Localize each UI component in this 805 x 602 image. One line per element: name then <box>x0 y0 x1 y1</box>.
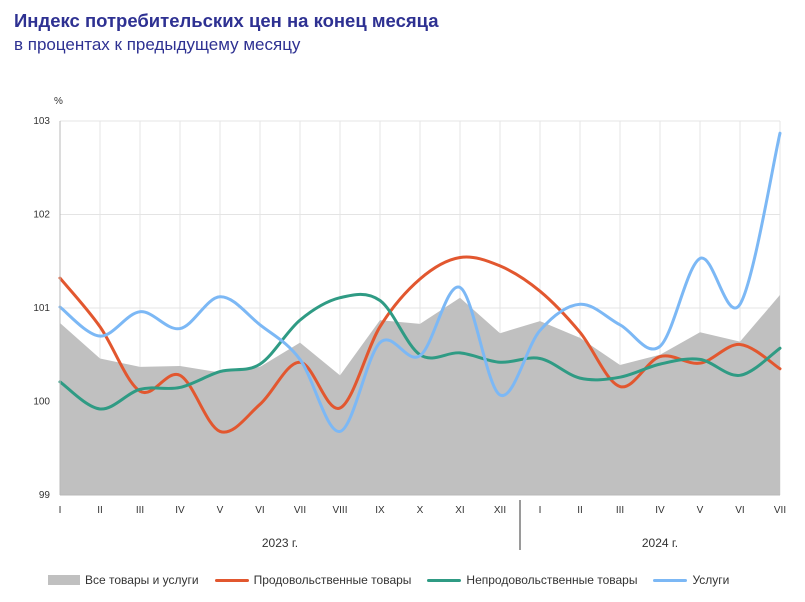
series-area-all <box>60 294 780 495</box>
legend-label-nonfood: Непродовольственные товары <box>466 573 638 587</box>
legend-label-all: Все товары и услуги <box>85 573 199 587</box>
x-tick-label: VIII <box>332 505 347 516</box>
legend-label-food: Продовольственные товары <box>253 573 412 587</box>
x-tick-label: III <box>136 505 144 516</box>
series-line-services <box>58 131 782 433</box>
chart-title: Индекс потребительских цен на конец меся… <box>14 10 439 31</box>
x-tick-label: III <box>616 505 624 516</box>
legend-item-nonfood: Непродовольственные товары <box>427 573 637 587</box>
x-tick-label: II <box>97 505 103 516</box>
year-label-1: 2023 г. <box>262 536 298 550</box>
x-tick-label: V <box>217 505 224 516</box>
x-tick-label: IV <box>175 505 185 516</box>
chart-legend: Все товары и услуги Продовольственные то… <box>48 573 745 587</box>
x-tick-label: VI <box>255 505 264 516</box>
x-tick-label: I <box>539 505 542 516</box>
y-tick-label: 100 <box>33 397 50 408</box>
y-axis-unit: % <box>54 96 63 107</box>
chart-subtitle: в процентах к предыдущему месяцу <box>14 35 301 54</box>
x-tick-label: XII <box>494 505 506 516</box>
y-tick-label: 99 <box>39 490 51 501</box>
x-tick-label: VII <box>774 505 786 516</box>
y-tick-label: 102 <box>33 210 50 221</box>
x-tick-label: XI <box>455 505 464 516</box>
legend-swatch-services <box>653 578 688 582</box>
series-line-food <box>58 255 782 434</box>
y-tick-label: 101 <box>33 303 50 314</box>
year-label-2: 2024 г. <box>642 536 678 550</box>
x-tick-label: I <box>59 505 62 516</box>
x-tick-label: VI <box>735 505 744 516</box>
legend-label-services: Услуги <box>692 573 730 587</box>
x-tick-label: VII <box>294 505 306 516</box>
legend-item-services: Услуги <box>653 573 729 587</box>
x-tick-label: X <box>417 505 424 516</box>
legend-item-food: Продовольственные товары <box>214 573 412 587</box>
x-tick-label: V <box>697 505 704 516</box>
x-tick-label: IX <box>375 505 385 516</box>
legend-swatch-nonfood <box>427 578 462 582</box>
x-tick-label: II <box>577 505 583 516</box>
x-tick-label: IV <box>655 505 665 516</box>
legend-item-all: Все товары и услуги <box>48 573 199 587</box>
legend-swatch-food <box>214 578 249 582</box>
y-tick-label: 103 <box>33 116 50 127</box>
legend-swatch-all <box>48 575 80 585</box>
